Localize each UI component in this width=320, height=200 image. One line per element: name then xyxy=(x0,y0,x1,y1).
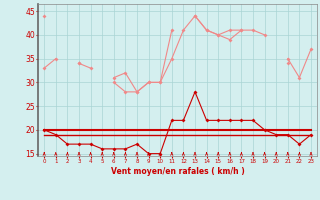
X-axis label: Vent moyen/en rafales ( km/h ): Vent moyen/en rafales ( km/h ) xyxy=(111,167,244,176)
